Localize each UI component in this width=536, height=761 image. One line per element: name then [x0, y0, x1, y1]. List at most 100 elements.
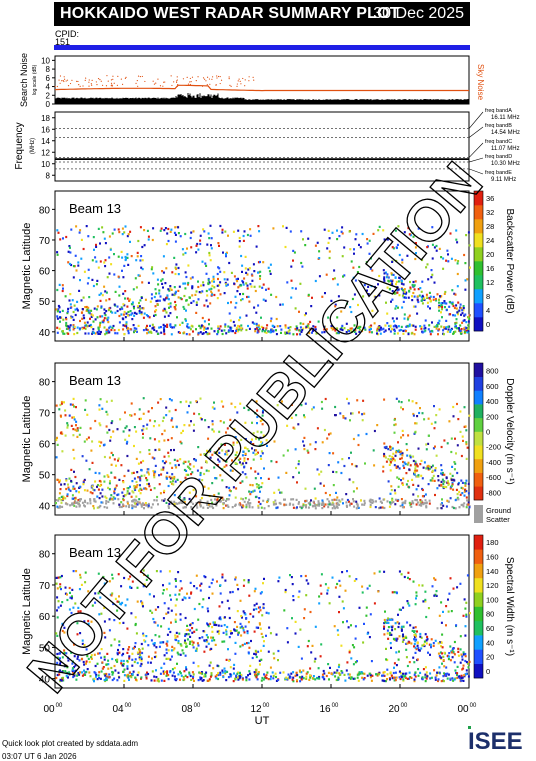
scatter-cell	[450, 651, 453, 654]
scatter-cell	[260, 316, 262, 319]
scatter-cell	[169, 302, 172, 305]
scatter-cell	[416, 469, 419, 472]
scatter-cell	[305, 325, 308, 328]
scatter-cell	[298, 310, 300, 313]
scatter-cell	[371, 499, 374, 502]
scatter-cell	[440, 325, 443, 328]
scatter-cell	[98, 325, 101, 328]
scatter-cell	[167, 288, 170, 291]
scatter-cell	[385, 658, 388, 661]
scatter-cell	[69, 489, 72, 492]
scatter-cell	[337, 678, 340, 681]
scatter-cell	[326, 498, 329, 501]
scatter-cell	[275, 460, 278, 464]
scatter-cell	[67, 307, 70, 310]
scatter-cell	[187, 281, 190, 285]
scatter-cell	[233, 621, 236, 624]
scatter-cell	[133, 307, 135, 310]
plot-date: 30 Dec 2025	[373, 5, 464, 22]
sky-noise-dot	[164, 81, 166, 83]
lat-tick-label: 80	[39, 205, 51, 216]
scatter-cell	[165, 612, 168, 615]
scatter-cell	[210, 327, 213, 330]
scatter-cell	[158, 474, 160, 477]
scatter-cell	[424, 673, 427, 676]
scatter-cell	[403, 317, 406, 320]
scatter-cell	[64, 409, 67, 412]
scatter-cell	[307, 451, 310, 454]
scatter-cell	[358, 265, 361, 269]
lat-tick-label: 80	[39, 378, 51, 389]
scatter-cell	[392, 247, 395, 250]
scatter-cell	[147, 672, 150, 676]
scatter-cell	[425, 639, 428, 642]
scatter-cell	[292, 671, 295, 674]
scatter-cell	[369, 267, 372, 270]
scatter-cell	[143, 474, 146, 477]
scatter-cell	[386, 500, 389, 503]
scatter-cell	[133, 660, 136, 664]
scatter-cell	[302, 440, 304, 443]
scatter-cell	[142, 316, 145, 319]
scatter-cell	[65, 318, 68, 321]
scatter-cell	[442, 610, 444, 613]
scatter-cell	[417, 475, 420, 478]
scatter-cell	[64, 670, 67, 673]
scatter-cell	[415, 422, 418, 425]
scatter-cell	[257, 504, 260, 507]
scatter-cell	[70, 424, 73, 427]
scatter-cell	[340, 310, 343, 313]
scatter-cell	[140, 505, 143, 508]
scatter-cell	[165, 648, 168, 651]
scatter-cell	[376, 327, 379, 330]
scatter-cell	[154, 448, 157, 452]
scatter-cell	[259, 490, 261, 493]
scatter-cell	[82, 660, 85, 664]
scatter-cell	[246, 630, 249, 633]
scatter-cell	[85, 648, 88, 651]
scatter-cell	[287, 677, 290, 680]
scatter-cell	[463, 319, 466, 322]
scatter-cell	[321, 500, 324, 503]
scatter-cell	[244, 421, 247, 424]
scatter-cell	[101, 226, 104, 229]
scatter-cell	[340, 471, 343, 475]
scatter-cell	[457, 647, 460, 650]
scatter-cell	[311, 408, 314, 411]
scatter-cell	[390, 458, 393, 461]
scatter-cell	[247, 268, 250, 271]
scatter-cell	[328, 237, 331, 240]
sky-noise-dot	[236, 85, 238, 88]
scatter-cell	[352, 500, 355, 503]
scatter-cell	[196, 642, 199, 645]
scatter-cell	[255, 483, 258, 486]
scatter-cell	[417, 227, 420, 230]
scatter-cell	[260, 649, 262, 652]
scatter-cell	[309, 674, 311, 677]
scatter-cell	[462, 505, 465, 508]
scatter-cell	[402, 679, 405, 682]
scatter-cell	[58, 492, 61, 495]
scatter-cell	[168, 289, 171, 292]
scatter-cell	[94, 419, 97, 423]
scatter-cell	[445, 486, 448, 489]
scatter-cell	[73, 405, 75, 408]
scatter-cell	[186, 592, 188, 595]
scatter-cell	[348, 651, 351, 654]
scatter-cell	[398, 622, 401, 625]
scatter-cell	[309, 320, 312, 323]
scatter-cell	[108, 456, 111, 459]
scatter-cell	[437, 333, 439, 336]
scatter-cell	[118, 314, 121, 318]
scatter-cell	[124, 411, 126, 414]
scatter-cell	[244, 267, 247, 270]
scatter-cell	[169, 670, 172, 673]
scatter-cell	[138, 658, 141, 661]
sky-noise-dot	[248, 76, 250, 78]
scatter-cell	[147, 410, 150, 413]
scatter-cell	[365, 606, 368, 609]
scatter-cell	[280, 491, 283, 494]
scatter-cell	[232, 667, 235, 670]
scatter-cell	[242, 498, 244, 501]
scatter-cell	[306, 645, 309, 648]
